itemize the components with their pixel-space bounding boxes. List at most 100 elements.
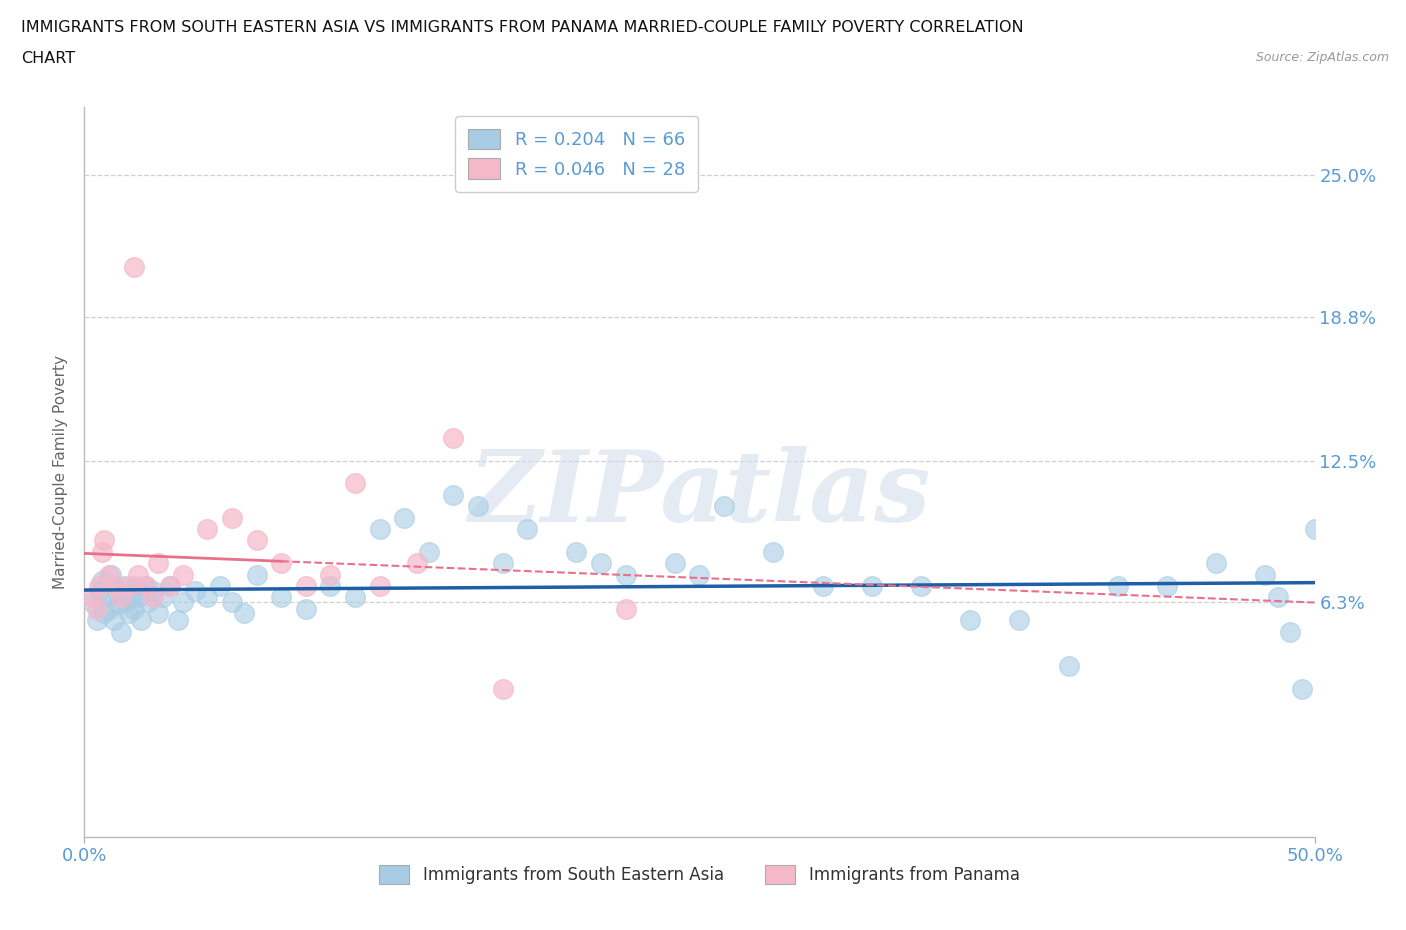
Point (197, 522, 219, 537)
Point (90, 544, 112, 559)
Point (86, 602, 108, 617)
Point (614, 567, 637, 582)
Point (860, 578, 883, 593)
Point (159, 578, 181, 593)
Point (516, 522, 538, 537)
Point (246, 533, 269, 548)
Point (125, 578, 148, 593)
Point (142, 583, 165, 598)
Point (110, 590, 132, 604)
Point (467, 498, 489, 513)
Point (418, 544, 440, 559)
Point (713, 498, 735, 513)
Point (270, 590, 292, 604)
Point (1205, 556, 1227, 571)
Point (152, 590, 174, 604)
Point (80, 590, 103, 604)
Point (319, 567, 342, 582)
Point (368, 578, 391, 593)
Point (142, 590, 165, 604)
Text: Source: ZipAtlas.com: Source: ZipAtlas.com (1256, 51, 1389, 64)
Point (118, 606, 141, 621)
Point (614, 602, 637, 617)
Point (98, 602, 120, 617)
Point (344, 590, 367, 604)
Point (233, 606, 256, 621)
Point (135, 578, 157, 593)
Point (93, 533, 115, 548)
Point (138, 594, 160, 609)
Point (1156, 578, 1178, 593)
Point (492, 556, 515, 571)
Point (197, 590, 219, 604)
Point (565, 544, 588, 559)
Point (148, 556, 170, 571)
Point (1057, 658, 1080, 673)
Point (295, 578, 318, 593)
Point (811, 578, 834, 593)
Point (110, 624, 132, 639)
Point (394, 511, 416, 525)
Point (1279, 624, 1302, 639)
Legend: Immigrants from South Eastern Asia, Immigrants from Panama: Immigrants from South Eastern Asia, Immi… (373, 858, 1026, 891)
Point (208, 578, 231, 593)
Point (1291, 682, 1313, 697)
Point (246, 567, 269, 582)
Point (1008, 613, 1031, 628)
Point (103, 613, 125, 628)
Point (103, 578, 125, 593)
Point (270, 556, 292, 571)
Point (93, 606, 115, 621)
Point (762, 544, 785, 559)
Text: ZIPatlas: ZIPatlas (468, 445, 931, 542)
Point (120, 590, 142, 604)
Point (80, 594, 103, 609)
Point (115, 594, 138, 609)
Point (172, 567, 194, 582)
Point (118, 578, 141, 593)
Point (664, 556, 686, 571)
Point (135, 578, 157, 593)
Point (319, 578, 342, 593)
Y-axis label: Married-Couple Family Poverty: Married-Couple Family Poverty (53, 355, 69, 589)
Point (148, 606, 170, 621)
Text: CHART: CHART (21, 51, 75, 66)
Point (122, 259, 145, 274)
Point (368, 522, 391, 537)
Point (405, 556, 427, 571)
Point (86, 613, 108, 628)
Point (90, 574, 112, 589)
Point (184, 583, 207, 598)
Point (443, 487, 465, 502)
Point (1303, 522, 1326, 537)
Point (910, 578, 932, 593)
Point (87, 583, 111, 598)
Point (295, 602, 318, 617)
Point (1107, 578, 1129, 593)
Point (159, 578, 181, 593)
Point (122, 602, 145, 617)
Point (1267, 590, 1289, 604)
Point (112, 578, 135, 593)
Point (166, 613, 188, 628)
Point (108, 597, 129, 612)
Point (221, 594, 243, 609)
Point (344, 476, 367, 491)
Point (591, 556, 613, 571)
Point (128, 567, 150, 582)
Point (105, 583, 128, 598)
Point (98, 567, 120, 582)
Point (221, 511, 243, 525)
Point (128, 590, 150, 604)
Point (100, 567, 122, 582)
Point (172, 594, 194, 609)
Point (492, 682, 515, 697)
Point (443, 431, 465, 445)
Text: IMMIGRANTS FROM SOUTH EASTERN ASIA VS IMMIGRANTS FROM PANAMA MARRIED-COUPLE FAMI: IMMIGRANTS FROM SOUTH EASTERN ASIA VS IM… (21, 20, 1024, 35)
Point (87, 578, 111, 593)
Point (689, 567, 711, 582)
Point (959, 613, 981, 628)
Point (96, 590, 118, 604)
Point (1254, 567, 1277, 582)
Point (129, 613, 152, 628)
